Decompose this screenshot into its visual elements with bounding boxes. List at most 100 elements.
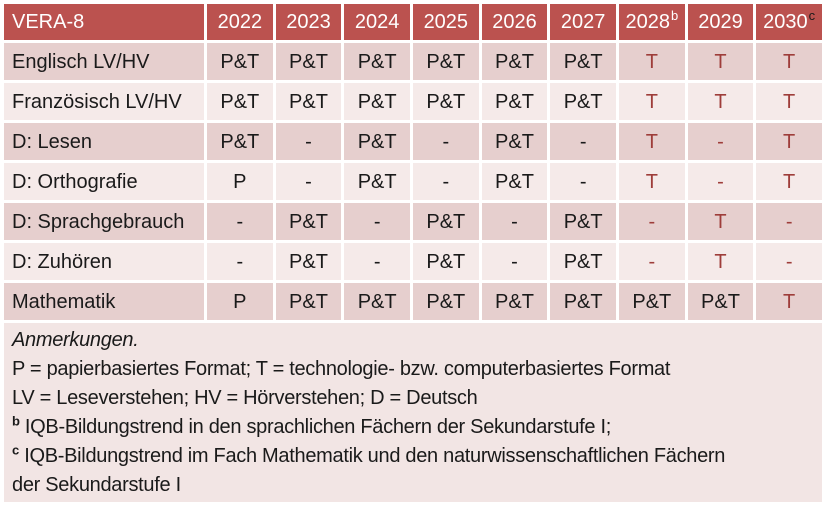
- cell-0-2024: P&T: [344, 43, 410, 80]
- cell-1-2029: T: [687, 83, 754, 120]
- cell-1-2025: P&T: [412, 83, 479, 120]
- cell-6-2023: P&T: [275, 283, 342, 320]
- cell-6-2030: T: [756, 283, 822, 320]
- footnote-b: b IQB-Bildungstrend in den sprachlichen …: [12, 413, 822, 442]
- row-label: D: Zuhören: [4, 243, 204, 280]
- cell-6-2029: P&T: [687, 283, 754, 320]
- cell-3-2026: P&T: [481, 163, 548, 200]
- header-year-2030: 2030 c: [756, 4, 822, 40]
- cell-4-2027: P&T: [550, 203, 616, 240]
- cell-4-2022: -: [207, 203, 273, 240]
- row-label: Englisch LV/HV: [4, 43, 204, 80]
- cell-1-2022: P&T: [207, 83, 273, 120]
- header-year-label: 2022: [217, 11, 263, 33]
- note-format-legend: P = papierbasiertes Format; T = technolo…: [12, 358, 671, 380]
- cell-5-2026: -: [481, 243, 548, 280]
- cell-6-2022: P: [207, 283, 273, 320]
- header-year-label: 2026: [492, 11, 537, 33]
- footnote-b-text: IQB-Bildungstrend in den sprachlichen Fä…: [24, 416, 612, 438]
- row-label: Mathematik: [4, 283, 204, 320]
- cell-3-2024: P&T: [344, 163, 410, 200]
- header-footnote-marker: b: [670, 7, 679, 23]
- cell-3-2029: -: [687, 163, 754, 200]
- cell-0-2026: P&T: [481, 43, 548, 80]
- notes-title: Anmerkungen.: [12, 329, 139, 351]
- cell-0-2029: T: [687, 43, 754, 80]
- header-year-label: 2027: [560, 11, 606, 33]
- header-year-2029: 2029: [687, 4, 754, 40]
- cell-0-2028: T: [618, 43, 685, 80]
- cell-5-2029: T: [687, 243, 754, 280]
- cell-2-2022: P&T: [207, 123, 273, 160]
- note-abbreviation-legend: LV = Leseverstehen; HV = Hörverstehen; D…: [12, 387, 478, 409]
- row-label: D: Lesen: [4, 123, 204, 160]
- row-label: D: Orthografie: [4, 163, 204, 200]
- notes-block: Anmerkungen. P = papierbasiertes Format;…: [4, 323, 822, 502]
- cell-1-2026: P&T: [481, 83, 548, 120]
- cell-3-2027: -: [550, 163, 616, 200]
- cell-5-2024: -: [344, 243, 410, 280]
- cell-6-2026: P&T: [481, 283, 548, 320]
- header-year-2027: 2027: [550, 4, 616, 40]
- cell-4-2030: -: [756, 203, 822, 240]
- table-title-cell: VERA-8: [4, 4, 204, 40]
- cell-1-2024: P&T: [344, 83, 410, 120]
- header-year-2023: 2023: [275, 4, 342, 40]
- cell-5-2030: -: [756, 243, 822, 280]
- cell-4-2026: -: [481, 203, 548, 240]
- cell-1-2030: T: [756, 83, 822, 120]
- cell-4-2029: T: [687, 203, 754, 240]
- cell-2-2029: -: [687, 123, 754, 160]
- cell-3-2030: T: [756, 163, 822, 200]
- cell-6-2025: P&T: [412, 283, 479, 320]
- cell-4-2025: P&T: [412, 203, 479, 240]
- cell-5-2028: -: [618, 243, 685, 280]
- cell-6-2027: P&T: [550, 283, 616, 320]
- cell-0-2030: T: [756, 43, 822, 80]
- cell-5-2025: P&T: [412, 243, 479, 280]
- row-label: D: Sprachgebrauch: [4, 203, 204, 240]
- header-year-label: 2024: [354, 11, 400, 33]
- row-label: Französisch LV/HV: [4, 83, 204, 120]
- vera8-schedule-table: VERA-8 2022 2023 2024 2025 2026 2027 2028 b 2029 2…: [4, 4, 822, 320]
- header-year-label: 2030: [763, 11, 808, 33]
- header-year-2028: 2028 b: [618, 4, 685, 40]
- header-year-label: 2025: [423, 11, 469, 33]
- header-year-2022: 2022: [207, 4, 273, 40]
- cell-5-2027: P&T: [550, 243, 616, 280]
- header-footnote-marker: c: [808, 7, 816, 23]
- cell-3-2025: -: [412, 163, 479, 200]
- cell-6-2028: P&T: [618, 283, 685, 320]
- cell-4-2023: P&T: [275, 203, 342, 240]
- footnote-c-text: IQB-Bildungstrend im Fach Mathematik und…: [12, 445, 726, 496]
- cell-4-2024: -: [344, 203, 410, 240]
- cell-2-2028: T: [618, 123, 685, 160]
- cell-0-2025: P&T: [412, 43, 479, 80]
- header-year-2024: 2024: [344, 4, 410, 40]
- header-year-label: 2023: [286, 11, 331, 33]
- footnote-c: c IQB-Bildungstrend im Fach Mathematik u…: [12, 442, 742, 500]
- footnote-b-marker: b: [12, 413, 20, 429]
- cell-3-2028: T: [618, 163, 685, 200]
- cell-6-2024: P&T: [344, 283, 410, 320]
- cell-0-2023: P&T: [275, 43, 342, 80]
- cell-1-2027: P&T: [550, 83, 616, 120]
- cell-0-2022: P&T: [207, 43, 273, 80]
- cell-3-2023: -: [275, 163, 342, 200]
- cell-2-2024: P&T: [344, 123, 410, 160]
- cell-2-2030: T: [756, 123, 822, 160]
- header-year-2025: 2025: [412, 4, 479, 40]
- cell-1-2028: T: [618, 83, 685, 120]
- cell-2-2026: P&T: [481, 123, 548, 160]
- cell-2-2025: -: [412, 123, 479, 160]
- cell-4-2028: -: [618, 203, 685, 240]
- header-year-label: 2028: [625, 11, 670, 33]
- cell-3-2022: P: [207, 163, 273, 200]
- cell-0-2027: P&T: [550, 43, 616, 80]
- footnote-c-marker: c: [12, 442, 19, 458]
- header-year-label: 2029: [698, 11, 743, 33]
- cell-2-2027: -: [550, 123, 616, 160]
- header-year-2026: 2026: [481, 4, 548, 40]
- cell-2-2023: -: [275, 123, 342, 160]
- cell-1-2023: P&T: [275, 83, 342, 120]
